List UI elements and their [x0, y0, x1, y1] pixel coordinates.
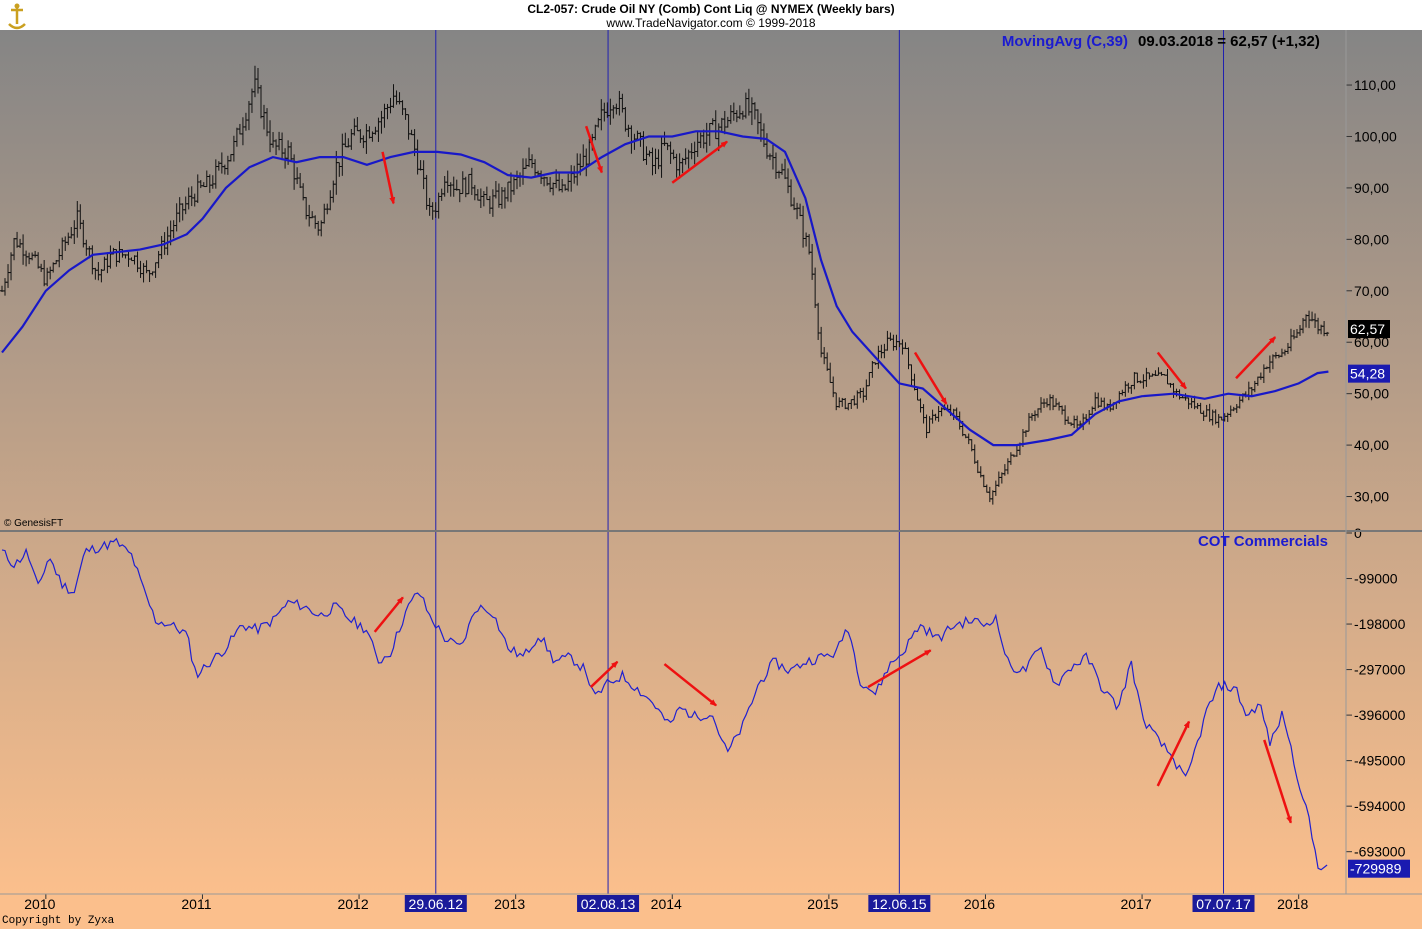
price-y-tick-label: 110,00	[1354, 77, 1396, 93]
price-y-tick-label: 100,00	[1354, 128, 1397, 144]
cot-trend-arrow	[373, 596, 404, 633]
ohlc-bar	[1325, 331, 1330, 337]
indicator-label: MovingAvg (C,39)	[1002, 33, 1128, 50]
cot-y-tick-label: -594000	[1354, 798, 1406, 814]
x-tick-label: 2010	[24, 896, 55, 912]
moving-average-line	[1, 130, 1329, 447]
indicator-value: 09.03.2018 = 62,57 (+1,32)	[1138, 33, 1320, 50]
price-trend-arrow	[1156, 351, 1187, 390]
price-y-tick-label: 80,00	[1354, 231, 1389, 247]
date-marker-label: 02.08.13	[581, 896, 636, 912]
axis-strip-background	[0, 894, 1422, 929]
date-marker-label-bg	[404, 895, 467, 912]
x-tick-label: 2015	[807, 896, 838, 912]
cot-trend-arrow	[589, 660, 619, 688]
copyright-text: Copyright by Zyxa	[2, 915, 115, 927]
cot-y-tick-label: -693000	[1354, 844, 1406, 860]
chart-subtitle: www.TradeNavigator.com © 1999-2018	[606, 16, 816, 30]
cot-commercials-line	[1, 537, 1328, 871]
cot-title: COT Commercials	[1198, 533, 1328, 550]
date-marker-label-bg	[1192, 895, 1255, 912]
price-trend-arrow	[1235, 336, 1277, 380]
x-tick-label: 2017	[1120, 896, 1151, 912]
tradenavigator-logo-icon	[8, 3, 26, 30]
x-tick-label: 2018	[1277, 896, 1308, 912]
price-bars	[0, 65, 1330, 505]
price-trend-arrow	[913, 351, 948, 405]
chart-title: CL2-057: Crude Oil NY (Comb) Cont Liq @ …	[527, 2, 895, 16]
date-marker-label-bg	[868, 895, 931, 912]
x-tick-label: 2016	[964, 896, 995, 912]
last-price-badge	[1348, 320, 1390, 339]
price-trend-arrow	[671, 140, 728, 184]
price-y-tick-label: 40,00	[1354, 437, 1389, 453]
price-y-tick-label: 60,00	[1354, 334, 1389, 350]
price-y-tick-label: 70,00	[1354, 283, 1389, 299]
price-y-tick-label: 50,00	[1354, 386, 1389, 402]
cot-y-tick-label: -99000	[1354, 571, 1398, 587]
date-marker-label-bg	[577, 895, 640, 912]
x-tick-label: 2013	[494, 896, 525, 912]
plot-background	[0, 30, 1422, 894]
cot-trend-arrow	[1156, 720, 1191, 787]
cot-value-label: -729989	[1350, 861, 1402, 877]
cot-trend-arrow	[1263, 739, 1293, 824]
ma-value-label: 54,28	[1350, 366, 1385, 382]
cot-y-tick-label: -396000	[1354, 707, 1406, 723]
date-marker-label: 29.06.12	[409, 896, 464, 912]
cot-value-badge	[1348, 859, 1410, 878]
x-tick-label: 2014	[651, 896, 682, 912]
price-trend-arrow	[584, 125, 603, 174]
cot-y-tick-label: -495000	[1354, 753, 1406, 769]
date-marker-label: 07.07.17	[1196, 896, 1251, 912]
cot-y-tick-label: 0	[1354, 525, 1362, 541]
date-marker-label: 12.06.15	[872, 896, 927, 912]
cot-y-tick-label: -297000	[1354, 662, 1406, 678]
last-price-label: 62,57	[1350, 321, 1385, 337]
cot-trend-arrow	[663, 663, 717, 707]
genesis-watermark: © GenesisFT	[4, 518, 64, 529]
price-trend-arrow	[381, 151, 396, 205]
cot-trend-arrow	[867, 649, 932, 689]
x-tick-label: 2012	[337, 896, 368, 912]
cot-y-tick-label: -198000	[1354, 616, 1406, 632]
ma-value-badge	[1348, 364, 1390, 383]
price-y-tick-label: 30,00	[1354, 489, 1389, 505]
x-tick-label: 2011	[181, 896, 211, 912]
price-y-tick-label: 90,00	[1354, 180, 1389, 196]
